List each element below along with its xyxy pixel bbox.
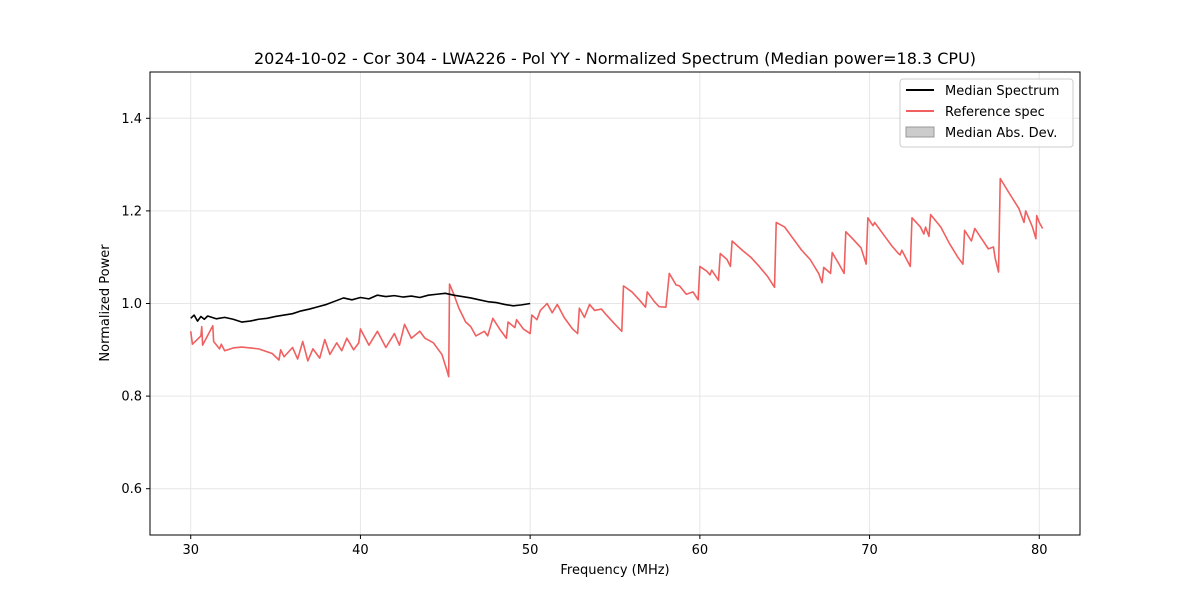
x-tick-label: 30: [182, 543, 199, 558]
legend-mad-swatch: [905, 126, 935, 138]
legend-box: [899, 78, 1074, 148]
legend-mad-label: Median Abs. Dev.: [945, 126, 1057, 141]
series-median-spectrum: [190, 292, 531, 323]
y-axis-label: Normalized Power: [98, 244, 113, 362]
legend: Median Spectrum Reference spec Median Ab…: [899, 78, 1074, 148]
x-axis: 30 40 50 60 70 80: [182, 535, 1048, 558]
x-axis-label: Frequency (MHz): [560, 563, 669, 578]
series-reference-spec: [189, 177, 1044, 378]
x-tick-label: 80: [1031, 543, 1048, 558]
y-tick-label: 0.6: [121, 482, 142, 497]
chart-title: 2024-10-02 - Cor 304 - LWA226 - Pol YY -…: [254, 49, 976, 68]
y-tick-label: 0.8: [121, 390, 142, 405]
y-axis: 0.6 0.8 1.0 1.2 1.4: [121, 112, 150, 497]
x-tick-label: 40: [352, 543, 369, 558]
plot-series: [189, 177, 1044, 378]
x-tick-label: 70: [861, 543, 878, 558]
y-tick-label: 1.2: [121, 204, 142, 219]
legend-median-label: Median Spectrum: [945, 84, 1059, 99]
y-tick-label: 1.0: [121, 297, 142, 312]
y-tick-label: 1.4: [121, 112, 142, 127]
legend-reference-label: Reference spec: [945, 105, 1045, 120]
x-tick-label: 60: [692, 543, 709, 558]
x-tick-label: 50: [522, 543, 539, 558]
